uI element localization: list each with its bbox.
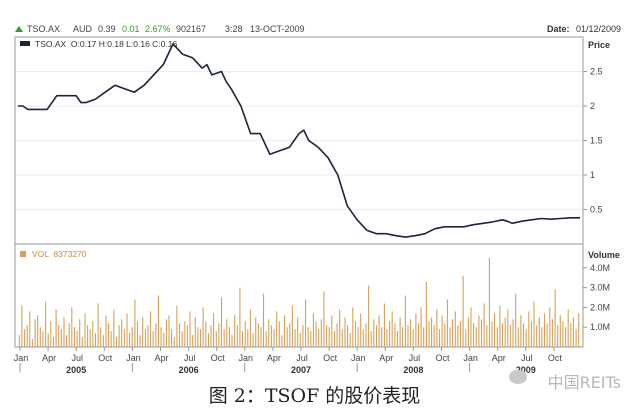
volume-legend: VOL 8373270 — [32, 249, 87, 259]
x-tick-label: Oct — [548, 353, 563, 363]
figure-caption: 图 2：TSOF 的股价表现 — [208, 385, 421, 407]
x-tick-label: Jul — [296, 353, 308, 363]
price-legend: TSO.AX O:0.17 H:0.18 L:0.16 C:0.16 — [35, 39, 177, 49]
volume-axis-title: Volume — [588, 250, 620, 260]
x-tick-label: Jan — [126, 353, 141, 363]
header-change-pct: 2.67% — [145, 24, 171, 34]
volume-panel — [14, 243, 584, 348]
price-tick-label: 2.5 — [590, 67, 603, 77]
volume-tick-label: 2.0M — [590, 302, 610, 312]
volume-tick-label: 4.0M — [590, 263, 610, 273]
price-tick-label: 2 — [590, 101, 595, 111]
x-tick-label: Jul — [184, 353, 196, 363]
header-last: 0.39 — [98, 24, 116, 34]
price-tick-label: 0.5 — [590, 205, 603, 215]
header-date: 13-OCT-2009 — [250, 24, 305, 34]
up-arrow-icon — [15, 26, 23, 32]
header-change: 0.01 — [122, 24, 140, 34]
x-tick-label: Jan — [239, 353, 254, 363]
x-tick-label: Jan — [463, 353, 478, 363]
date-label: Date: — [547, 24, 570, 34]
x-tick-label: Apr — [379, 353, 393, 363]
x-tick-label: Jul — [409, 353, 421, 363]
x-tick-label: Oct — [323, 353, 338, 363]
price-axis-title: Price — [588, 40, 610, 50]
x-tick-label: Apr — [154, 353, 168, 363]
price-series-line — [18, 43, 580, 238]
volume-legend-swatch — [20, 251, 26, 257]
year-label: 2008 — [403, 365, 423, 375]
year-label: 2009 — [516, 365, 536, 375]
watermark: 中国REITs — [547, 373, 621, 392]
header-volume: 902167 — [176, 24, 206, 34]
header-currency: AUD — [73, 24, 93, 34]
x-tick-label: Jul — [71, 353, 83, 363]
x-tick-label: Jan — [351, 353, 366, 363]
price-tick-label: 1.5 — [590, 136, 603, 146]
year-label: 2006 — [179, 365, 199, 375]
x-tick-label: Apr — [492, 353, 506, 363]
price-tick-label: 1 — [590, 170, 595, 180]
x-tick-label: Oct — [435, 353, 450, 363]
volume-tick-label: 1.0M — [590, 322, 610, 332]
price-legend-swatch — [20, 41, 30, 46]
volume-tick-label: 3.0M — [590, 283, 610, 293]
year-label: 2007 — [291, 365, 311, 375]
x-tick-label: Apr — [267, 353, 281, 363]
x-tick-label: Oct — [211, 353, 226, 363]
header-time: 3:28 — [225, 24, 243, 34]
x-tick-label: Jan — [14, 353, 29, 363]
x-tick-label: Jul — [521, 353, 533, 363]
year-label: 2005 — [66, 365, 86, 375]
date-value: 01/12/2009 — [576, 24, 621, 34]
x-tick-label: Oct — [98, 353, 113, 363]
header-symbol: TSO.AX — [27, 24, 60, 34]
x-tick-label: Apr — [42, 353, 56, 363]
wechat-icon — [509, 370, 527, 384]
